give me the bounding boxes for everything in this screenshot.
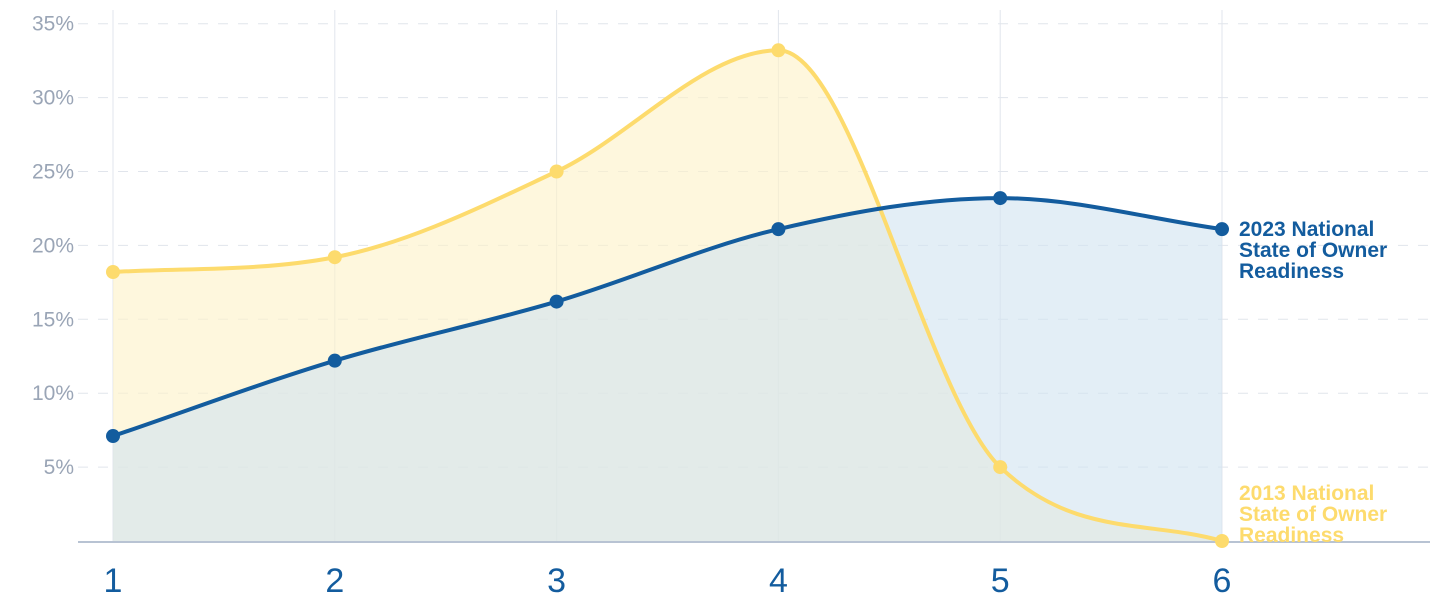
- point-s2023: [1215, 222, 1229, 237]
- x-tick-label: 1: [104, 562, 123, 596]
- x-tick-label: 6: [1213, 562, 1232, 596]
- point-s2023: [549, 294, 564, 309]
- data-points: [106, 43, 1229, 548]
- series-label-s2023: 2023 National State of Owner Readiness: [1239, 218, 1387, 283]
- series-labels: 2013 National State of Owner Readiness 2023…: [1239, 218, 1387, 547]
- y-tick-label: 20%: [32, 234, 74, 257]
- point-s2023: [327, 353, 342, 368]
- x-tick-label: 4: [769, 562, 788, 596]
- y-tick-label: 15%: [32, 308, 74, 331]
- areas: [113, 50, 1222, 541]
- point-s2013: [1215, 534, 1229, 548]
- area-s2023: [113, 198, 1222, 541]
- x-axis-ticks: 1 2 3 4 5 6: [104, 562, 1232, 596]
- point-s2013: [771, 43, 786, 58]
- point-s2013: [549, 164, 564, 179]
- point-s2013: [106, 265, 120, 280]
- point-s2023: [771, 222, 786, 237]
- point-s2023: [106, 429, 120, 444]
- y-tick-label: 10%: [32, 382, 74, 405]
- y-tick-label: 25%: [32, 161, 74, 184]
- x-tick-label: 5: [991, 562, 1010, 596]
- x-tick-label: 2: [325, 562, 344, 596]
- series-label-s2013: 2013 National State of Owner Readiness: [1239, 482, 1387, 547]
- y-axis-ticks: 5% 10% 15% 20% 25% 30% 35%: [32, 13, 74, 479]
- y-tick-label: 35%: [32, 13, 74, 36]
- y-tick-label: 5%: [44, 456, 74, 479]
- x-tick-label: 3: [547, 562, 566, 596]
- point-s2023: [993, 191, 1008, 206]
- point-s2013: [327, 250, 342, 265]
- line-s2023: [111, 196, 1224, 439]
- y-tick-label: 30%: [32, 87, 74, 110]
- point-s2013: [993, 460, 1008, 475]
